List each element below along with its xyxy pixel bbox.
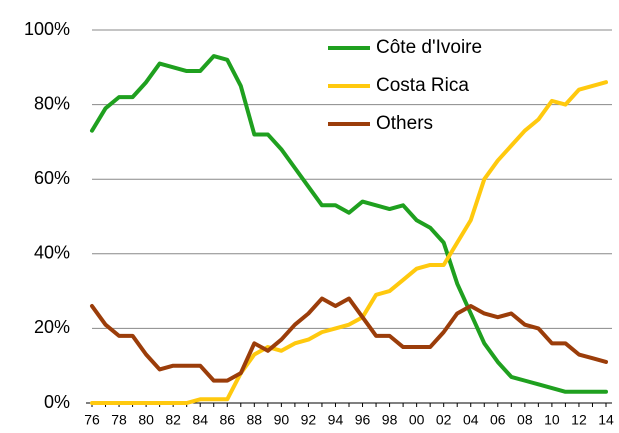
x-tick-label: 88	[247, 412, 263, 428]
x-tick-label: 94	[328, 412, 344, 428]
x-tick-label: 14	[598, 412, 614, 428]
x-tick-label: 78	[111, 412, 127, 428]
y-tick-label: 100%	[24, 19, 70, 39]
x-tick-label: 80	[138, 412, 154, 428]
y-tick-label: 60%	[34, 168, 70, 188]
x-tick-label: 98	[382, 412, 398, 428]
legend-label: Costa Rica	[376, 75, 469, 96]
x-tick-label: 08	[517, 412, 533, 428]
x-tick-label: 76	[84, 412, 100, 428]
legend-label: Others	[376, 113, 433, 134]
x-tick-label: 86	[219, 412, 235, 428]
x-tick-label: 12	[571, 412, 587, 428]
x-tick-label: 06	[490, 412, 506, 428]
y-tick-label: 20%	[34, 317, 70, 337]
x-tick-label: 82	[165, 412, 181, 428]
x-tick-label: 84	[192, 412, 208, 428]
line-series	[90, 80, 608, 405]
x-tick-label: 96	[355, 412, 371, 428]
x-tick-label: 04	[463, 412, 479, 428]
line-series	[90, 54, 608, 394]
line-series	[90, 296, 608, 383]
x-tick-label: 10	[544, 412, 560, 428]
x-tick-label: 90	[274, 412, 290, 428]
y-tick-label: 80%	[34, 93, 70, 113]
x-tick-label: 02	[436, 412, 452, 428]
legend-label: Côte d'Ivoire	[376, 37, 482, 58]
x-tick-label: 92	[301, 412, 317, 428]
y-tick-label: 0%	[44, 392, 70, 412]
y-tick-label: 40%	[34, 243, 70, 263]
x-tick-label: 00	[409, 412, 425, 428]
